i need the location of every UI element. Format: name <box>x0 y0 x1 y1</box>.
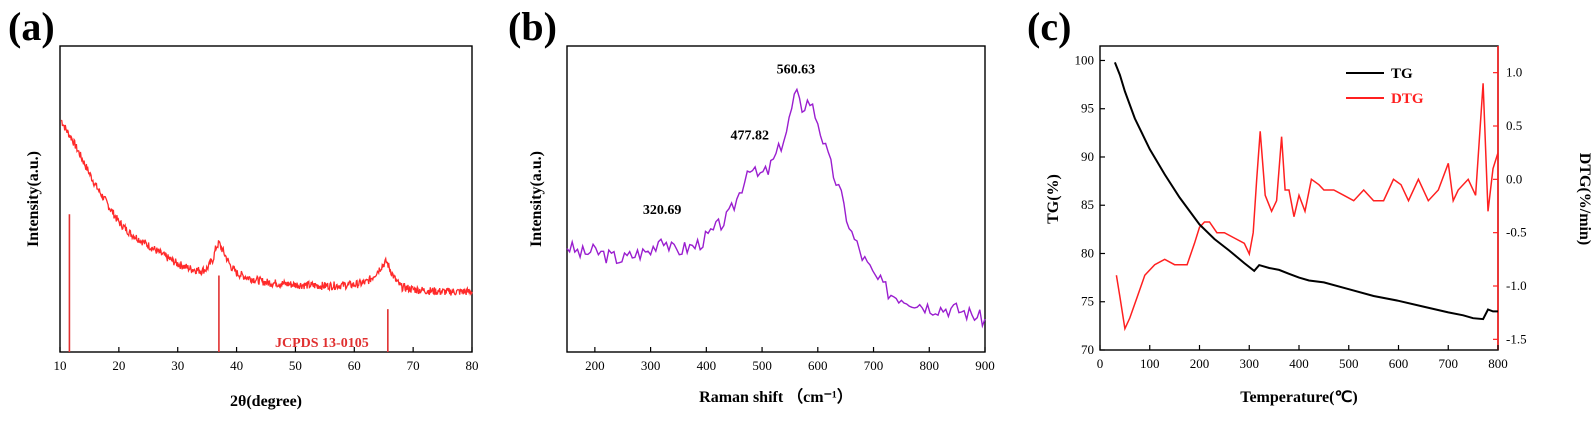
panel-b-x-tick-label: 500 <box>752 358 772 373</box>
panel-a-x-tick-label: 20 <box>112 358 125 373</box>
panel-c-left-tick-label: 100 <box>1075 52 1095 67</box>
panel-a-x-tick-label: 40 <box>230 358 243 373</box>
panel-a-y-axis-title: Intensity(a.u.) <box>25 151 42 247</box>
panel-c-right-tick-label: -1.5 <box>1506 331 1527 346</box>
panel-b-peak-annotations: 320.69 477.82 560.63 <box>643 62 815 218</box>
legend-tg-label: TG <box>1391 66 1413 82</box>
panel-b-x-tick-label: 800 <box>920 358 940 373</box>
panel-b-x-tick-label: 400 <box>697 358 717 373</box>
panel-c-left-tick-label: 85 <box>1081 197 1094 212</box>
panel-c-legend: TG DTG <box>1346 66 1424 107</box>
panel-a-plot-frame <box>59 45 473 353</box>
panel-c-dtg-curve <box>1115 83 1499 332</box>
panel-b-plot-frame <box>566 45 986 353</box>
panel-c-right-tick-label: 0.5 <box>1506 118 1522 133</box>
panel-a-x-ticks: 10 20 30 40 50 60 70 80 <box>54 347 479 373</box>
panel-c-left-tick-label: 70 <box>1081 342 1094 357</box>
panel-c-x-tick-label: 0 <box>1097 356 1104 371</box>
panel-b-y-axis-title: Intensity(a.u.) <box>528 151 545 247</box>
panel-a-x-axis-title: 2θ(degree) <box>230 393 302 410</box>
panel-b-x-ticks: 200 300 400 500 600 700 800 900 <box>585 347 995 373</box>
panel-b-label: (b) <box>508 4 557 49</box>
panel-a-x-tick-label: 80 <box>466 358 479 373</box>
panel-b-x-tick-label: 700 <box>864 358 884 373</box>
raman-peak-label: 320.69 <box>643 203 682 218</box>
panel-c-right-tick-label: -0.5 <box>1506 225 1527 240</box>
panel-b-x-axis-title: Raman shift （cm⁻¹） <box>699 388 853 406</box>
panel-a-x-tick-label: 50 <box>289 358 302 373</box>
panel-c-x-ticks: 0 100 200 300 400 500 600 700 800 <box>1097 345 1508 371</box>
panel-c-left-tick-label: 90 <box>1081 149 1094 164</box>
panel-c-left-tick-label: 80 <box>1081 245 1094 260</box>
panel-c-label: (c) <box>1027 4 1071 49</box>
panel-b-x-tick-label: 200 <box>585 358 605 373</box>
panel-c-right-tick-label: -1.0 <box>1506 278 1527 293</box>
panel-c-x-tick-label: 200 <box>1190 356 1210 371</box>
panel-c-tg-dtg: (c) 0 100 200 300 400 500 600 700 800 70 75 80 85 90… <box>1027 4 1593 406</box>
panel-c-right-y-axis-title: DTG(%/min) <box>1576 153 1593 245</box>
panel-a-jcpds-label: JCPDS 13-0105 <box>275 336 369 351</box>
panel-c-x-tick-label: 700 <box>1439 356 1459 371</box>
panel-b-x-tick-label: 900 <box>975 358 995 373</box>
panel-a-reference-lines <box>68 214 389 352</box>
panel-a-xrd-curve <box>60 119 473 297</box>
panel-b-raman: (b) 200 300 400 500 600 700 800 900 320.69 477.8… <box>508 4 995 406</box>
panel-b-x-tick-label: 600 <box>808 358 828 373</box>
legend-dtg-label: DTG <box>1391 91 1424 107</box>
panel-c-left-tick-label: 95 <box>1081 101 1094 116</box>
panel-a-label: (a) <box>8 4 55 49</box>
panel-a-x-tick-label: 70 <box>407 358 420 373</box>
panel-c-right-tick-label: 0.0 <box>1506 171 1522 186</box>
panel-a-x-tick-label: 30 <box>171 358 184 373</box>
panel-b-x-tick-label: 300 <box>641 358 661 373</box>
panel-c-right-y-ticks: -1.5 -1.0 -0.5 0.0 0.5 1.0 <box>1493 65 1527 346</box>
panel-c-x-tick-label: 400 <box>1289 356 1309 371</box>
panel-c-left-y-ticks: 70 75 80 85 90 95 100 <box>1075 52 1105 357</box>
panel-a-xrd: (a) 10 20 30 40 50 60 70 80 JCPDS 13-0105 2θ(de… <box>8 4 479 410</box>
raman-peak-label: 560.63 <box>777 62 816 77</box>
panel-a-x-tick-label: 60 <box>348 358 361 373</box>
raman-peak-label: 477.82 <box>730 129 769 144</box>
panel-a-x-tick-label: 10 <box>54 358 67 373</box>
panel-c-right-tick-label: 1.0 <box>1506 65 1522 80</box>
panel-c-left-y-axis-title: TG(%) <box>1045 174 1062 224</box>
panel-c-x-tick-label: 100 <box>1140 356 1160 371</box>
panel-c-left-tick-label: 75 <box>1081 294 1094 309</box>
panel-c-x-tick-label: 800 <box>1488 356 1508 371</box>
panel-c-x-tick-label: 500 <box>1339 356 1359 371</box>
panel-c-x-axis-title: Temperature(℃) <box>1240 389 1358 406</box>
panel-c-x-tick-label: 300 <box>1240 356 1260 371</box>
panel-c-x-tick-label: 600 <box>1389 356 1409 371</box>
panel-c-tg-curve <box>1113 62 1498 321</box>
panel-b-raman-curve <box>566 87 986 329</box>
